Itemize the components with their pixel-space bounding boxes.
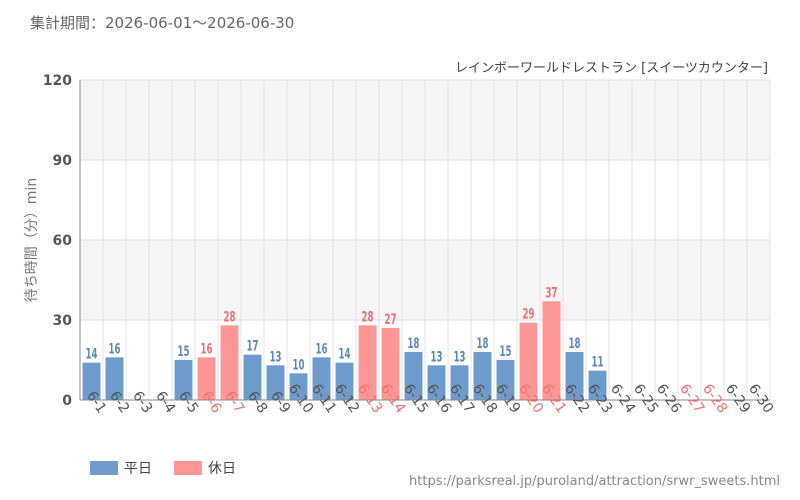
y-tick-label: 120 xyxy=(43,73,72,89)
bar xyxy=(197,357,216,400)
y-tick-labels: 0 30 60 90 120 xyxy=(43,73,72,409)
y-tick-label: 30 xyxy=(53,313,73,329)
legend-label-holiday: 休日 xyxy=(208,461,236,477)
data-label: 13 xyxy=(270,349,282,365)
data-label: 16 xyxy=(316,341,328,357)
bar xyxy=(358,325,377,400)
data-label: 37 xyxy=(546,285,558,301)
data-label: 15 xyxy=(178,344,190,360)
chart-title: レインボーワールドレストラン [スイーツカウンター] xyxy=(455,61,768,76)
bar xyxy=(427,365,446,400)
legend-label-weekday: 平日 xyxy=(124,461,152,477)
data-labels: 14 16 15 16 28 17 13 10 16 14 28 27 18 13 13 18 15 29 37 18… xyxy=(86,285,604,373)
bar xyxy=(381,328,400,400)
period-label: 集計期間：2026-06-01～2026-06-30 xyxy=(30,14,295,32)
data-label: 27 xyxy=(385,312,397,328)
bar xyxy=(542,301,561,400)
data-label: 16 xyxy=(201,341,213,357)
data-label: 14 xyxy=(86,347,98,363)
data-label: 29 xyxy=(523,307,535,323)
bar xyxy=(335,362,354,400)
data-label: 13 xyxy=(454,349,466,365)
y-tick-label: 0 xyxy=(62,393,72,409)
data-label: 14 xyxy=(339,347,351,363)
axes xyxy=(79,80,770,401)
bar xyxy=(105,357,124,400)
data-label: 28 xyxy=(362,309,374,325)
data-label: 13 xyxy=(431,349,443,365)
legend-swatch-holiday xyxy=(174,461,202,475)
data-label: 18 xyxy=(408,336,420,352)
data-label: 11 xyxy=(592,355,604,371)
data-label: 28 xyxy=(224,309,236,325)
data-label: 10 xyxy=(293,357,305,373)
bar xyxy=(82,362,101,400)
y-axis-label: 待ち時間（分）min xyxy=(24,178,40,302)
bar-series xyxy=(82,301,607,400)
data-label: 18 xyxy=(569,336,581,352)
bar xyxy=(220,325,239,400)
bar xyxy=(174,360,193,400)
legend: 平日 休日 xyxy=(90,458,258,478)
bar xyxy=(266,365,285,400)
source-url[interactable]: https://parksreal.jp/puroland/attraction… xyxy=(409,474,780,489)
bar xyxy=(404,352,423,400)
data-label: 17 xyxy=(247,339,259,355)
legend-item-weekday: 平日 xyxy=(90,458,152,478)
bar xyxy=(588,370,607,400)
y-tick-label: 90 xyxy=(53,153,73,169)
legend-item-holiday: 休日 xyxy=(174,458,236,478)
y-tick-label: 60 xyxy=(53,233,73,249)
data-label: 15 xyxy=(500,344,512,360)
data-label: 18 xyxy=(477,336,489,352)
data-label: 16 xyxy=(109,341,121,357)
bar xyxy=(243,354,262,400)
bar xyxy=(496,360,515,400)
bar xyxy=(450,365,469,400)
bar xyxy=(289,373,308,400)
bar xyxy=(473,352,492,400)
bar xyxy=(312,357,331,400)
bar xyxy=(519,322,538,400)
legend-swatch-weekday xyxy=(90,461,118,475)
bar xyxy=(565,352,584,400)
